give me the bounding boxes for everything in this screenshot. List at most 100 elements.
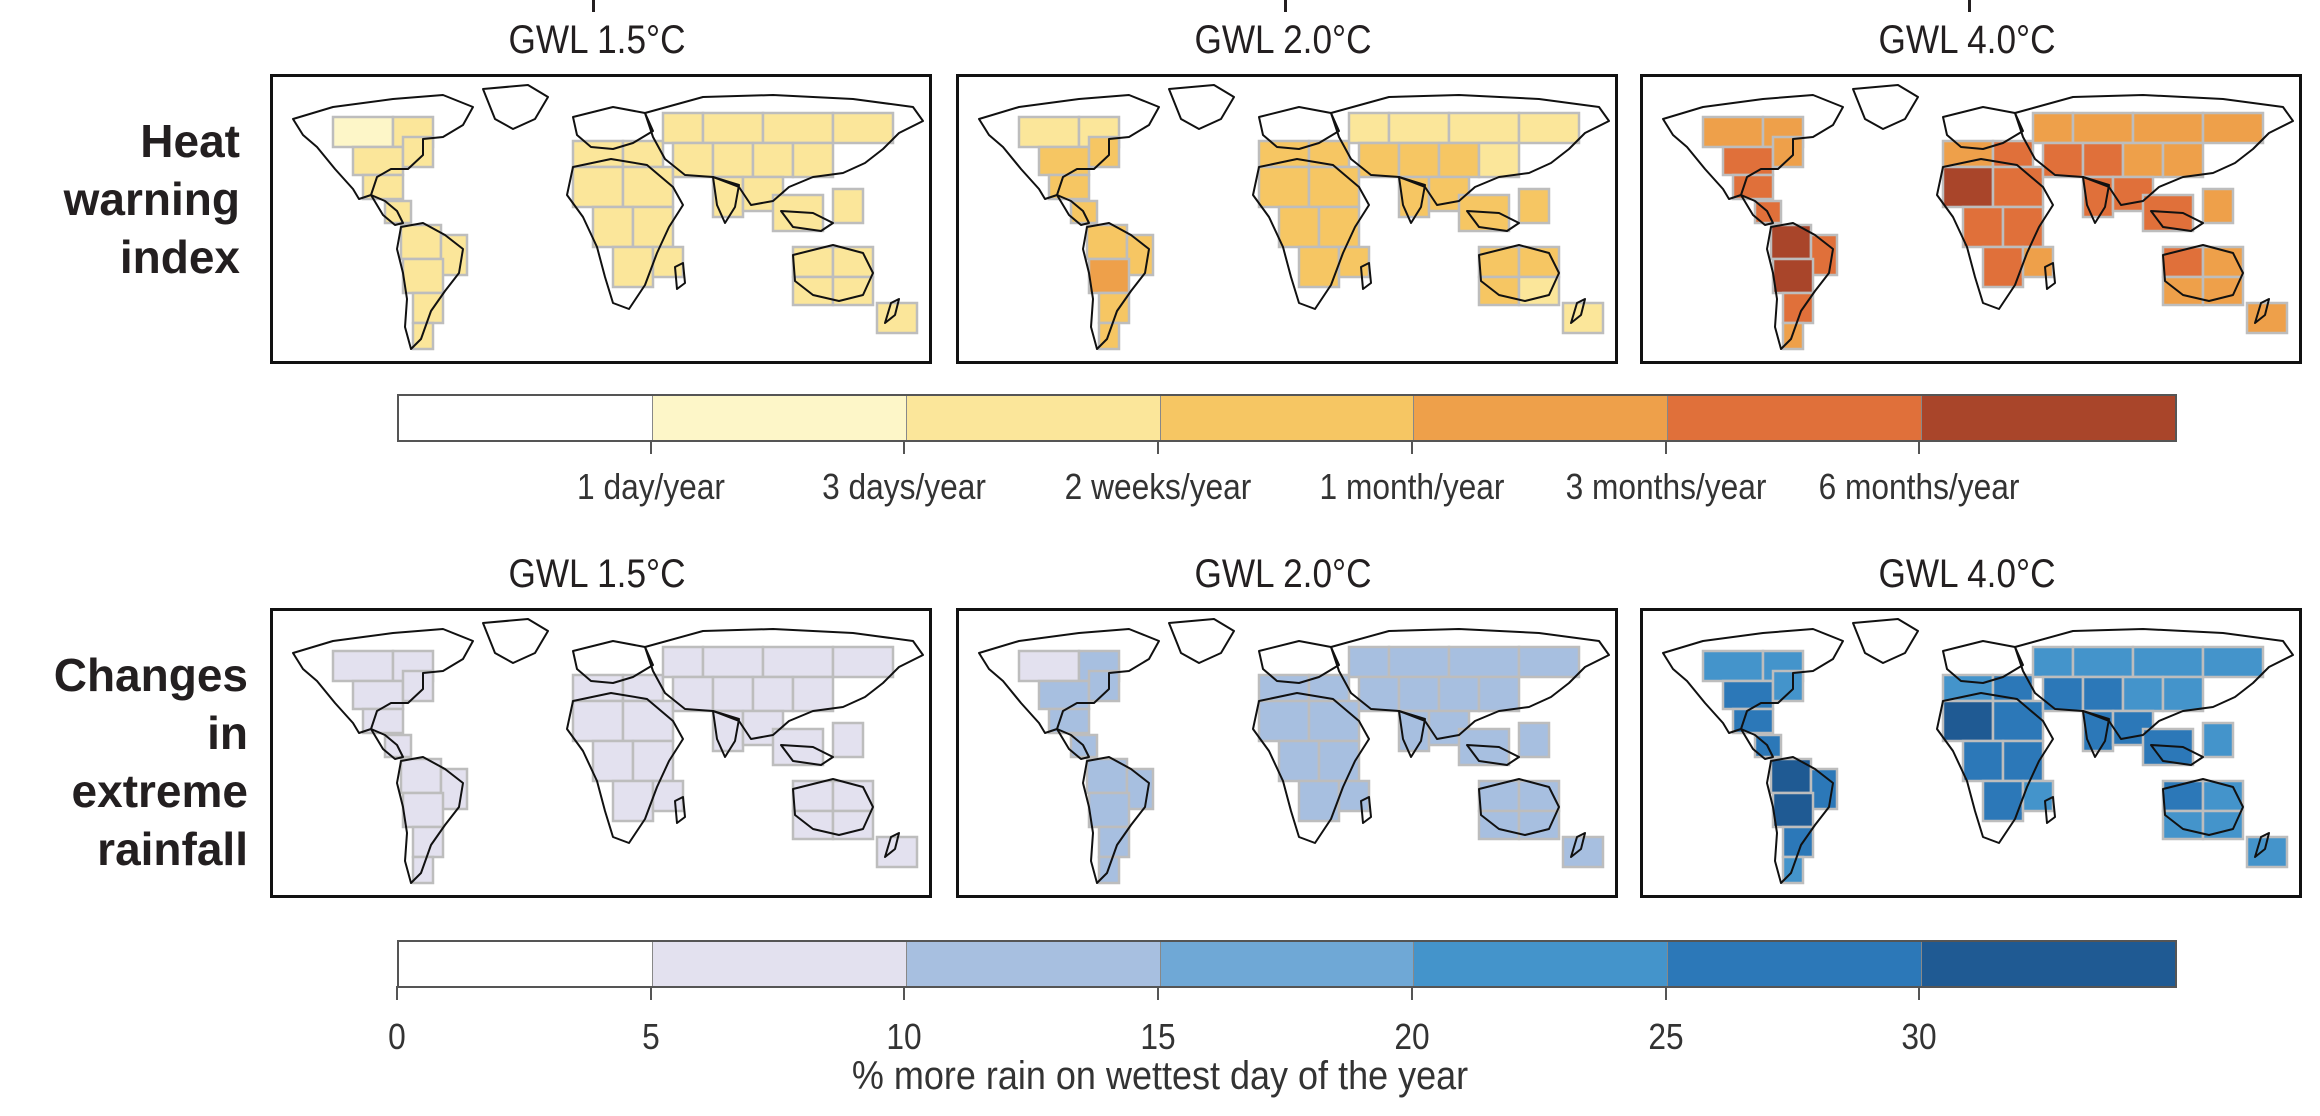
region-cell <box>2041 141 2085 179</box>
region-cell <box>831 245 875 279</box>
region-cell <box>1447 111 1521 145</box>
coastline <box>2254 298 2270 324</box>
region-cell <box>1941 139 1995 169</box>
region-cell <box>875 835 919 869</box>
colorbar-tick <box>396 986 398 1000</box>
colorbar-tick-label: 1 month/year <box>1319 466 1505 507</box>
coastline <box>1082 222 1150 350</box>
region-cell <box>2081 141 2125 179</box>
region-cell <box>2131 111 2205 145</box>
coastline <box>370 728 404 760</box>
region-cell <box>1397 675 1441 713</box>
region-cell <box>1761 649 1805 683</box>
coastline <box>1466 210 1520 232</box>
colorbar-tick-label: 3 months/year <box>1565 466 1766 507</box>
region-cell <box>1277 739 1321 783</box>
region-cell <box>791 141 835 179</box>
coastline <box>1740 728 1774 760</box>
region-cell <box>1517 645 1581 679</box>
region-cell <box>2001 205 2045 249</box>
region-cell <box>2161 809 2205 841</box>
coastline <box>780 210 834 232</box>
coastline <box>1056 728 1090 760</box>
top-tick-stub-1 <box>592 0 595 12</box>
row-label-line: extreme <box>71 765 248 817</box>
coastline <box>2082 176 2110 224</box>
region-cell <box>1087 257 1131 295</box>
region-cell <box>1387 645 1451 679</box>
region-cell <box>1941 165 1995 209</box>
coastline <box>1252 692 1370 844</box>
coastline <box>566 692 684 844</box>
colorbar-rain <box>397 940 2177 988</box>
coastline <box>2162 244 2244 302</box>
colorbar-tick <box>1157 440 1160 454</box>
region-cell <box>831 645 895 679</box>
region-cell <box>701 645 765 679</box>
coastline <box>396 222 464 350</box>
coastline <box>712 176 740 224</box>
colorbar-tick-label: 3 days/year <box>822 466 987 507</box>
region-cell <box>791 809 835 841</box>
coastline <box>978 94 1160 200</box>
colorbar-segment <box>1159 396 1414 440</box>
region-cell <box>1477 779 1521 813</box>
colorbar-tick-label: 10 <box>886 1016 923 1057</box>
region-cell <box>2161 245 2205 279</box>
colorbar-segment <box>651 396 906 440</box>
coastline <box>644 628 924 740</box>
region-cell <box>1991 165 2045 209</box>
region-cell <box>1517 245 1561 279</box>
region-cell <box>831 111 895 145</box>
region-cell <box>399 223 443 261</box>
region-cell <box>1517 721 1551 759</box>
region-cell <box>1961 205 2005 249</box>
coastline <box>1662 94 1844 200</box>
map-panel <box>956 74 1618 364</box>
colorbar-tick-label: 20 <box>1394 1016 1430 1057</box>
region-cell <box>401 669 435 703</box>
colorbar-tick <box>903 440 906 454</box>
coastline <box>712 710 740 758</box>
region-cell <box>331 649 395 683</box>
colorbar-tick <box>649 986 652 1000</box>
region-cell <box>2071 645 2135 679</box>
colorbar-segment <box>1921 396 2176 440</box>
region-cell <box>571 673 625 703</box>
coastline <box>2150 744 2204 766</box>
coastline <box>1258 106 1340 150</box>
row-label-heat: Heat warning index <box>30 112 240 286</box>
colorbar-tick-label: 30 <box>1901 1016 1937 1057</box>
region-cell <box>2001 739 2045 783</box>
coastline <box>2150 210 2204 232</box>
coastline <box>1168 618 1235 664</box>
coastline <box>572 106 654 150</box>
region-cell <box>791 275 835 307</box>
colorbar-segment <box>1667 942 1922 986</box>
colorbar-tick <box>1664 440 1667 454</box>
region-cell <box>351 145 405 177</box>
region-cell <box>1387 111 1451 145</box>
region-cell <box>1941 673 1995 703</box>
coastline <box>884 298 900 324</box>
region-cell <box>1561 835 1605 869</box>
panel-title: GWL 2.0°C <box>1194 18 1372 62</box>
region-cell <box>439 233 469 277</box>
coastline <box>780 744 834 766</box>
region-cell <box>791 779 835 813</box>
coastline <box>1168 84 1235 130</box>
colorbar-segment <box>1413 942 1668 986</box>
coastline <box>1478 778 1560 836</box>
colorbar-tick <box>903 986 906 1000</box>
region-cell <box>1721 145 1775 177</box>
region-cell <box>711 141 755 179</box>
region-cell <box>1477 141 1521 179</box>
region-cell <box>671 141 715 179</box>
coastline <box>1740 194 1774 226</box>
coastline <box>1942 106 2024 150</box>
coastline <box>2014 628 2294 740</box>
colorbar-segment <box>1159 942 1414 986</box>
region-cell <box>1017 649 1081 683</box>
colorbar-segment <box>905 942 1160 986</box>
region-cell <box>661 111 705 145</box>
